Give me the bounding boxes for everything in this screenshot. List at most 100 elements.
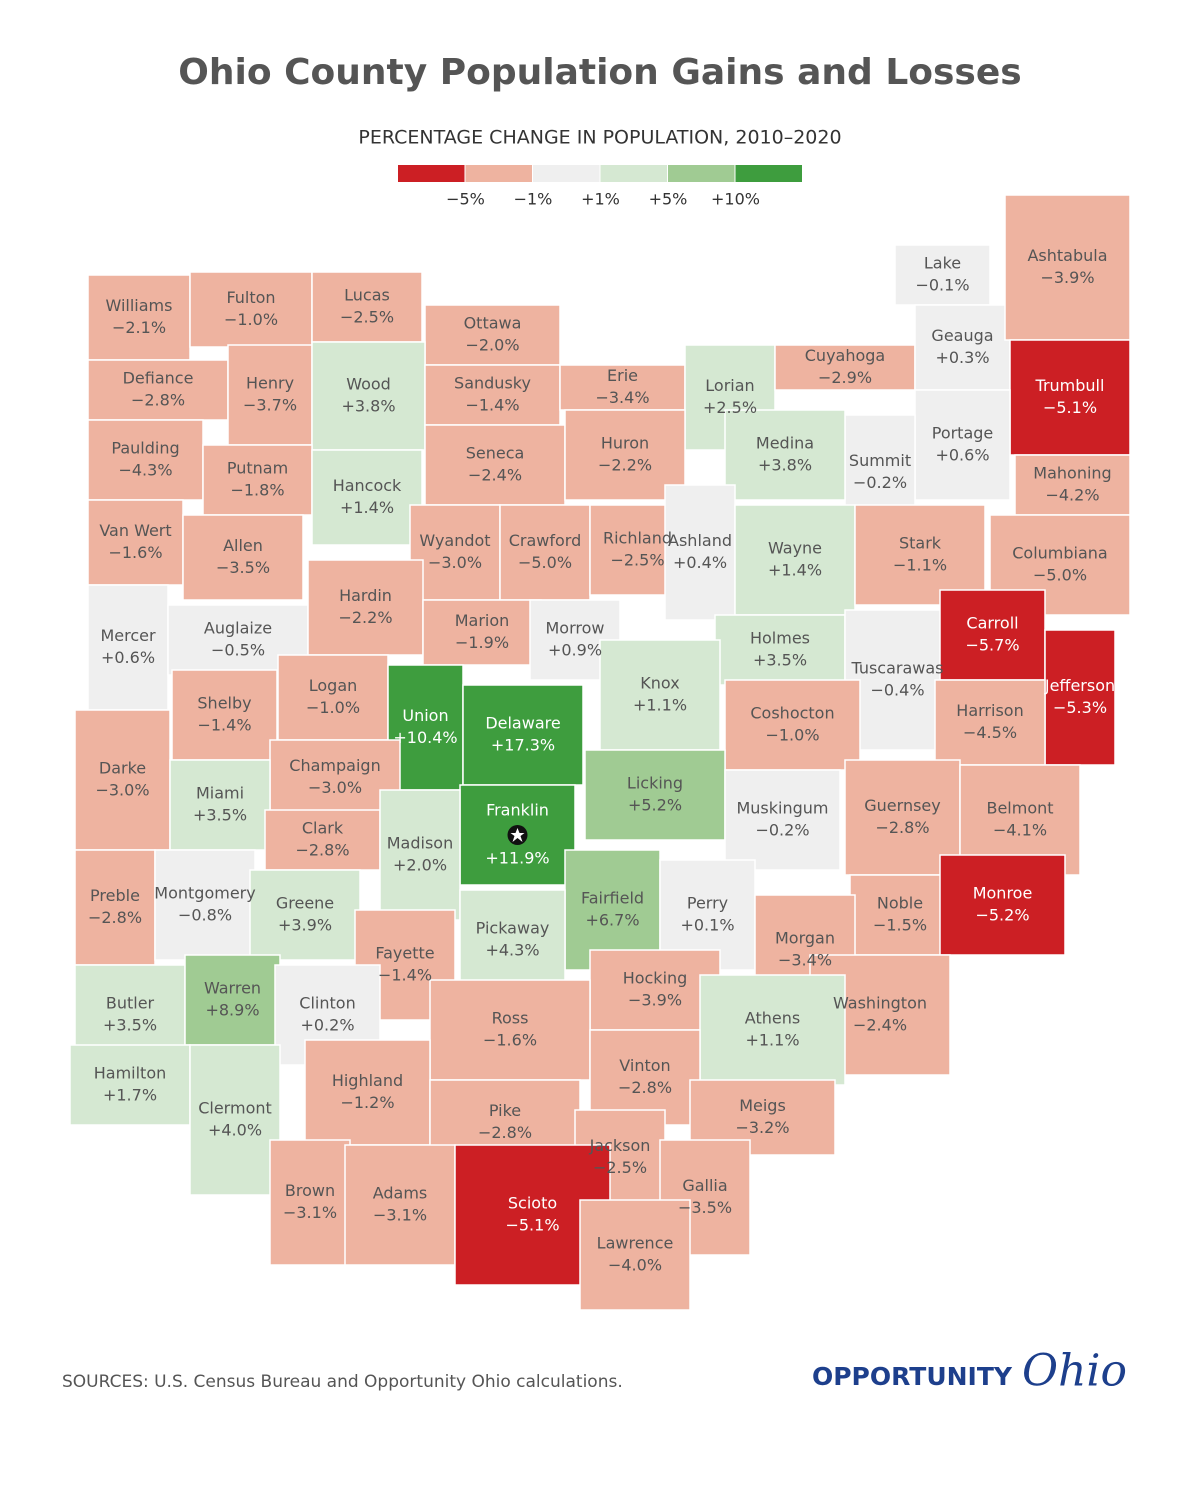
county-name: Morgan	[775, 929, 835, 948]
county	[202, 444, 313, 516]
county-name: Cuyahoga	[805, 346, 885, 365]
county-change: −2.8%	[875, 818, 929, 837]
county-change: −2.2%	[338, 608, 392, 627]
county-change: −5.7%	[965, 636, 1019, 655]
county-change: −2.1%	[112, 318, 166, 337]
county-change: −5.0%	[1033, 566, 1087, 585]
county-change: −2.8%	[88, 908, 142, 927]
county-name: Franklin	[486, 801, 549, 820]
county-name: Washington	[833, 994, 927, 1013]
county-name: Greene	[276, 894, 334, 913]
county-change: −1.9%	[455, 633, 509, 652]
legend-swatch	[465, 165, 532, 182]
county-name: Athens	[745, 1009, 800, 1028]
county-change: −2.4%	[853, 1016, 907, 1035]
county-name: Allen	[223, 536, 263, 555]
county-change: +3.5%	[193, 806, 247, 825]
county-name: Warren	[204, 979, 261, 998]
county	[424, 304, 561, 366]
county-change: −5.1%	[505, 1216, 559, 1235]
county	[579, 1199, 691, 1311]
county-change: −0.4%	[870, 681, 924, 700]
county-change: −1.1%	[893, 556, 947, 575]
county-name: Auglaize	[204, 619, 272, 638]
county-name: Williams	[106, 296, 173, 315]
county-name: Monroe	[973, 884, 1033, 903]
county-name: Meigs	[739, 1096, 786, 1115]
legend-swatch	[533, 165, 600, 182]
county-change: −2.5%	[340, 308, 394, 327]
county-name: Tuscarawas	[850, 659, 943, 678]
county-name: Henry	[246, 374, 294, 393]
county-change: +3.9%	[278, 916, 332, 935]
county-name: Knox	[640, 674, 679, 693]
county	[699, 974, 846, 1086]
county-change: −2.9%	[818, 368, 872, 387]
county-change: +4.0%	[208, 1121, 262, 1140]
county-change: −5.3%	[1053, 698, 1107, 717]
legend: −5% −1% +1% +5% +10%	[398, 165, 802, 209]
county-change: −1.8%	[230, 481, 284, 500]
county-change: −1.5%	[873, 916, 927, 935]
county-change: −1.0%	[765, 726, 819, 745]
county-change: −5.2%	[975, 906, 1029, 925]
county	[734, 504, 856, 616]
county-name: Champaign	[289, 756, 380, 775]
county-name: Wyandot	[419, 531, 490, 550]
county-change: −2.8%	[618, 1078, 672, 1097]
county-change: −1.2%	[340, 1093, 394, 1112]
legend-swatch	[600, 165, 667, 182]
county-change: −3.5%	[678, 1198, 732, 1217]
county-name: Hancock	[333, 476, 402, 495]
legend-label: −5%	[446, 190, 485, 209]
county-change: −1.4%	[197, 716, 251, 735]
county-change: −3.1%	[373, 1206, 427, 1225]
county-name: Clermont	[198, 1099, 272, 1118]
county-change: −1.0%	[306, 698, 360, 717]
county	[724, 679, 861, 771]
county-name: Madison	[387, 834, 453, 853]
county	[344, 1144, 456, 1266]
county-name: Ashtabula	[1027, 246, 1107, 265]
county-name: Columbiana	[1012, 544, 1107, 563]
county-change: −0.5%	[211, 641, 265, 660]
county-change: −3.9%	[628, 991, 682, 1010]
county	[87, 359, 229, 421]
county-change: +3.5%	[753, 651, 807, 670]
county-change: −1.0%	[224, 310, 278, 329]
county-change: +2.5%	[703, 398, 757, 417]
county	[182, 514, 304, 601]
county-change: +0.6%	[101, 648, 155, 667]
county	[844, 609, 951, 751]
county-change: −0.8%	[178, 906, 232, 925]
county-change: +8.9%	[205, 1001, 259, 1020]
county-name: Fairfield	[581, 889, 644, 908]
county-name: Licking	[627, 774, 683, 793]
county-name: Pike	[489, 1101, 521, 1120]
county-name: Guernsey	[864, 796, 940, 815]
legend-label: +5%	[649, 190, 688, 209]
county	[154, 849, 256, 961]
county-name: Van Wert	[99, 521, 171, 540]
county-change: +0.3%	[935, 348, 989, 367]
legend-swatch	[735, 165, 802, 182]
county	[424, 364, 561, 426]
county	[939, 854, 1066, 956]
county	[934, 679, 1046, 766]
county-change: −4.0%	[608, 1256, 662, 1275]
county-name: Perry	[687, 894, 728, 913]
county-change: −2.4%	[468, 466, 522, 485]
county-change: +1.1%	[633, 696, 687, 715]
county-change: +5.2%	[628, 796, 682, 815]
county	[87, 274, 191, 361]
county	[724, 409, 846, 501]
county-change: +3.8%	[341, 397, 395, 416]
county	[74, 709, 171, 851]
county-change: −4.2%	[1045, 486, 1099, 505]
county-name: Ross	[492, 1009, 529, 1028]
capital-star	[510, 828, 525, 842]
county-change: −0.2%	[853, 473, 907, 492]
county-change: +0.9%	[548, 641, 602, 660]
county-name: Scioto	[508, 1194, 557, 1213]
county	[854, 504, 986, 606]
